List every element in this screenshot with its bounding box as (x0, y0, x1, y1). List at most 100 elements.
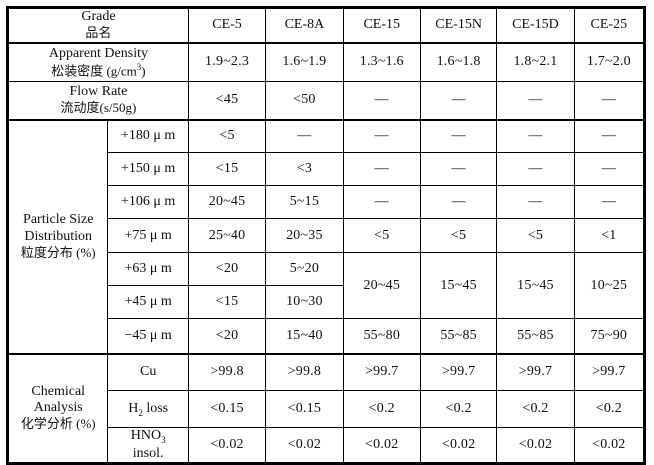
hno3-main: HNO (130, 428, 162, 444)
value-cell: <0.2 (573, 390, 646, 429)
value-cell: 1.8~2.1 (496, 41, 575, 83)
value-cell: — (496, 118, 575, 154)
size-label-cell: +45 μ m (107, 285, 189, 320)
value-cell: 1.6~1.8 (419, 41, 498, 83)
chemical-label-line3: 化学分析 (%) (20, 415, 96, 431)
particle-label-line1: Particle Size (23, 212, 94, 228)
value-cell: 5~15 (265, 185, 344, 220)
particle-row-minus45: −45 μ m <20 15~40 55~80 55~85 55~85 75~9… (8, 318, 646, 355)
apparent-density-label-cjk: 松装密度 (g/cm3) (11, 62, 186, 80)
value-cell: 5~20 (265, 252, 344, 287)
header-row: Grade 品名 CE-5 CE-8A CE-15 CE-15N CE-15D … (7, 6, 646, 44)
value-cell: >99.8 (265, 352, 344, 392)
value-cell: <0.2 (342, 390, 421, 429)
apparent-density-cjk-suffix: ) (141, 63, 146, 78)
value-cell: — (496, 152, 575, 187)
value-cell: — (342, 118, 421, 154)
spec-table: Grade 品名 CE-5 CE-8A CE-15 CE-15N CE-15D … (6, 6, 646, 465)
size-label-cell: +180 μ m (107, 118, 189, 154)
value-cell: — (342, 185, 421, 220)
particle-label-line2: Distribution (24, 228, 93, 244)
chem-element-cell: H2 loss (107, 390, 189, 429)
particle-row-63: +63 μ m <20 5~20 20~45 15~45 15~45 10~25 (8, 252, 646, 320)
value-cell: 75~90 (573, 318, 646, 355)
value-cell: 1.3~1.6 (342, 41, 421, 83)
value-cell: <15 (187, 285, 267, 320)
column-header-ce5: CE-5 (187, 6, 267, 44)
value-cell: <0.02 (419, 427, 498, 464)
value-cell: <50 (265, 81, 344, 121)
column-header-ce15n: CE-15N (419, 6, 498, 44)
value-cell: 1.9~2.3 (187, 41, 267, 83)
merged-value-cell: 20~45 (342, 252, 421, 320)
value-cell: <45 (187, 81, 267, 121)
particle-label-line3: 粒度分布 (%) (20, 244, 96, 260)
value-cell: — (419, 118, 498, 154)
value-cell: — (573, 152, 646, 187)
value-cell: — (419, 152, 498, 187)
value-cell: <0.02 (573, 427, 646, 464)
chemical-label-line1: Chemical (31, 383, 86, 399)
particle-row-106: +106 μ m 20~45 5~15 — — — — (8, 185, 646, 220)
value-cell: — (265, 118, 344, 154)
grade-label-en: Grade (81, 9, 116, 24)
flow-rate-label-cjk: 流动度(s/50g) (60, 100, 137, 116)
particle-row-180: Particle Size Distribution 粒度分布 (%) +180… (6, 118, 646, 355)
value-cell: — (419, 81, 498, 121)
value-cell: <0.2 (419, 390, 498, 429)
value-cell: 1.6~1.9 (265, 41, 344, 83)
value-cell: 55~85 (419, 318, 498, 355)
particle-row-150: +150 μ m <15 <3 — — — — (8, 152, 646, 187)
hno3-formula: HNO3 (110, 428, 185, 446)
value-cell: <5 (187, 118, 267, 154)
value-cell: <1 (573, 218, 646, 254)
value-cell: <15 (187, 152, 267, 187)
size-label-cell: +63 μ m (107, 252, 189, 287)
value-cell: — (573, 81, 646, 121)
value-cell: <5 (342, 218, 421, 254)
chemical-section-label-cell: Chemical Analysis 化学分析 (%) (6, 352, 109, 464)
value-cell: 55~85 (496, 318, 575, 355)
value-cell: — (496, 185, 575, 220)
size-label-cell: −45 μ m (107, 318, 189, 355)
apparent-density-label-en: Apparent Density (48, 45, 148, 61)
column-header-ce8a: CE-8A (265, 6, 344, 44)
chem-element-cell: Cu (107, 352, 189, 392)
value-cell: >99.7 (419, 352, 498, 392)
grade-header-cell: Grade 品名 (7, 6, 189, 44)
value-cell: 20~35 (265, 218, 344, 254)
value-cell: <0.15 (187, 390, 267, 429)
chemical-row-cu: Chemical Analysis 化学分析 (%) Cu >99.8 >99.… (6, 352, 646, 464)
size-label-cell: +150 μ m (107, 152, 189, 187)
value-cell: — (419, 185, 498, 220)
value-cell: — (496, 81, 575, 121)
value-cell: — (342, 152, 421, 187)
value-cell: <0.15 (265, 390, 344, 429)
value-cell: 1.7~2.0 (573, 41, 646, 83)
value-cell: <20 (187, 252, 267, 287)
chemical-label-line2: Analysis (33, 399, 83, 415)
value-cell: <20 (187, 318, 267, 355)
merged-value-cell: 15~45 (496, 252, 575, 320)
h2-sub: 2 (138, 407, 143, 418)
column-header-ce15d: CE-15D (496, 6, 575, 44)
h2-main: H (128, 400, 139, 416)
value-cell: <0.02 (496, 427, 575, 464)
h2-rest: loss (142, 400, 169, 416)
value-cell: 25~40 (187, 218, 267, 254)
merged-value-cell: 10~25 (573, 252, 646, 320)
flow-rate-label-cell: Flow Rate 流动度(s/50g) (7, 81, 189, 121)
value-cell: >99.7 (342, 352, 421, 392)
value-cell: <0.02 (342, 427, 421, 464)
value-cell: 20~45 (187, 185, 267, 220)
apparent-density-label-cell: Apparent Density 松装密度 (g/cm3) (7, 41, 189, 83)
value-cell: — (342, 81, 421, 121)
value-cell: <0.02 (265, 427, 344, 464)
size-label-cell: +106 μ m (107, 185, 189, 220)
chem-element-cell: HNO3 insol. (107, 427, 189, 464)
value-cell: <5 (419, 218, 498, 254)
apparent-density-cjk-sup: 3 (136, 61, 142, 72)
hno3-rest: insol. (132, 446, 164, 462)
apparent-density-cjk-prefix: 松装密度 (g/cm (51, 63, 137, 78)
